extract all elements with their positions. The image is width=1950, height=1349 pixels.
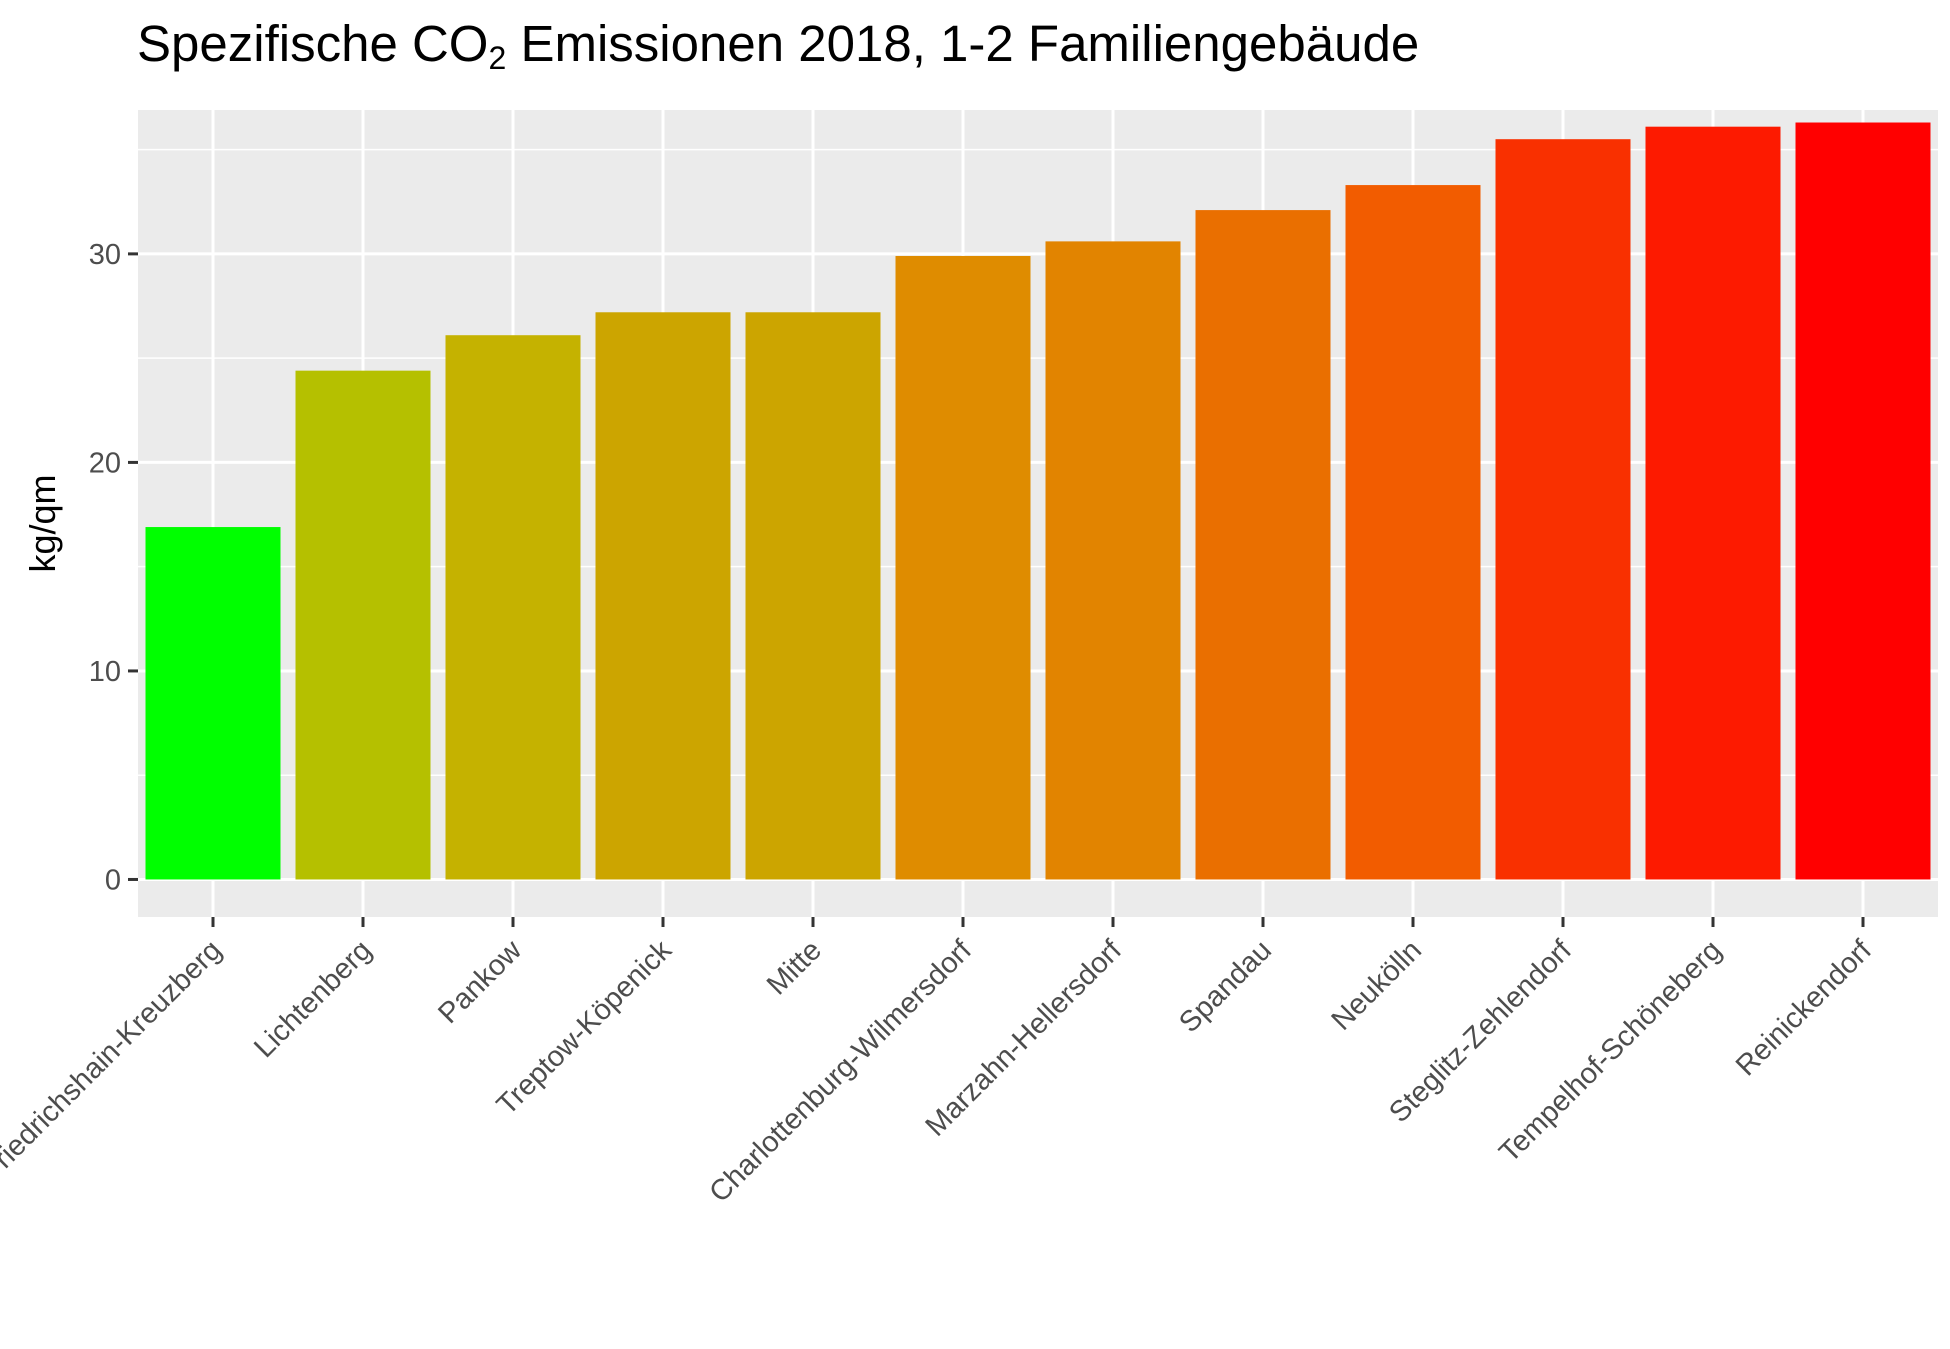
bar bbox=[145, 527, 281, 880]
y-tick-label: 20 bbox=[89, 447, 121, 479]
plot-panel bbox=[138, 110, 1938, 917]
bar bbox=[1195, 210, 1331, 880]
y-tick-label: 0 bbox=[105, 864, 121, 896]
y-axis: 0 10 20 30 bbox=[89, 239, 138, 896]
bar bbox=[1645, 126, 1781, 880]
x-tick-label: Friedrichshain-Kreuzberg bbox=[0, 934, 228, 1187]
x-tick-label: Mitte bbox=[761, 934, 828, 1001]
bar bbox=[1345, 185, 1481, 880]
x-tick-label: Neukölln bbox=[1326, 934, 1428, 1036]
chart-title: Spezifische CO2 Emissionen 2018, 1-2 Fam… bbox=[137, 14, 1419, 77]
chart-title-prefix: Spezifische CO bbox=[137, 15, 489, 72]
y-tick-label: 10 bbox=[89, 656, 121, 688]
x-tick-label: Spandau bbox=[1173, 934, 1278, 1039]
bar bbox=[595, 312, 731, 880]
y-axis-title: kg/qm bbox=[22, 474, 63, 572]
x-tick-label: Pankow bbox=[432, 934, 528, 1030]
chart-title-suffix: Emissionen 2018, 1-2 Familiengebäude bbox=[506, 15, 1420, 72]
chart-title-subscript: 2 bbox=[488, 40, 507, 76]
x-tick-label: Lichtenberg bbox=[248, 934, 378, 1064]
bars bbox=[145, 122, 1931, 880]
bar bbox=[295, 370, 431, 880]
bar bbox=[445, 335, 581, 880]
bar bbox=[1795, 122, 1931, 880]
bar bbox=[895, 255, 1031, 880]
y-tick-label: 30 bbox=[89, 239, 121, 271]
minor-gridlines bbox=[138, 148, 1938, 776]
x-tick-label: Charlottenburg-Wilmersdorf bbox=[703, 934, 978, 1209]
bar bbox=[745, 312, 881, 880]
bar bbox=[1045, 241, 1181, 880]
x-axis: Friedrichshain-Kreuzberg Lichtenberg Panko… bbox=[0, 917, 1879, 1209]
bar bbox=[1495, 139, 1631, 880]
x-tick-label: Reinickendorf bbox=[1730, 934, 1879, 1083]
